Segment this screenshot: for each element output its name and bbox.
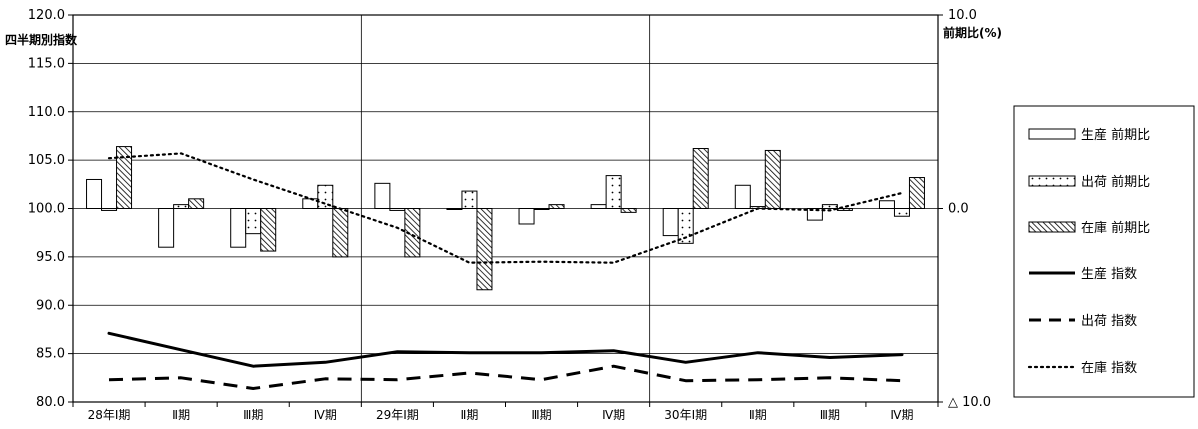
bar-hatch bbox=[620, 208, 637, 213]
bar-hatch bbox=[548, 204, 565, 210]
bar-dots bbox=[821, 204, 838, 210]
bar-dots bbox=[389, 208, 406, 211]
legend-box bbox=[1013, 105, 1195, 398]
x-tick-label: 29年Ⅰ期 bbox=[376, 408, 419, 422]
bar-hatch bbox=[476, 208, 493, 291]
x-tick-label: Ⅳ期 bbox=[602, 408, 625, 422]
bar-dots bbox=[605, 175, 622, 209]
bar-white bbox=[518, 208, 535, 225]
bar-dots bbox=[677, 208, 694, 244]
bar-white bbox=[158, 208, 175, 248]
bar-white bbox=[86, 178, 103, 210]
bar-hatch bbox=[404, 208, 421, 258]
legend-swatch-white bbox=[1028, 128, 1076, 140]
bar-dots bbox=[533, 208, 550, 210]
legend-label: 出荷 指数 bbox=[1081, 314, 1137, 329]
x-tick-label: 30年Ⅰ期 bbox=[664, 408, 707, 422]
x-tick-label: Ⅱ期 bbox=[172, 408, 190, 422]
legend-label: 在庫 指数 bbox=[1081, 361, 1137, 376]
bar-dots bbox=[893, 208, 910, 217]
bar-hatch bbox=[332, 208, 349, 258]
bar-white bbox=[590, 204, 607, 210]
legend-label: 在庫 前期比 bbox=[1081, 220, 1150, 236]
x-tick-label: 28年Ⅰ期 bbox=[88, 408, 131, 422]
y-right-tick-label: 10.0 bbox=[948, 8, 977, 23]
bar-white bbox=[302, 198, 319, 209]
y-left-tick-label: 120.0 bbox=[28, 8, 65, 23]
bar-hatch bbox=[188, 198, 205, 209]
x-tick-label: Ⅲ期 bbox=[820, 408, 840, 422]
y-right-axis-title: 前期比(%) bbox=[943, 25, 1002, 40]
bar-white bbox=[446, 208, 463, 210]
y-left-tick-label: 85.0 bbox=[36, 347, 65, 362]
y-left-tick-label: 115.0 bbox=[28, 56, 65, 71]
y-left-tick-label: 90.0 bbox=[36, 298, 65, 313]
x-tick-label: Ⅱ期 bbox=[749, 408, 767, 422]
line-group bbox=[107, 152, 904, 390]
x-tick-label: Ⅲ期 bbox=[243, 408, 263, 422]
y-left-tick-label: 100.0 bbox=[28, 202, 65, 217]
bar-dots bbox=[173, 204, 190, 210]
y-right-axis: 10.0 0.0 △ 10.0 bbox=[938, 8, 991, 410]
y-left-axis-title: 四半期別指数 bbox=[5, 32, 78, 47]
legend-swatch-dots bbox=[1028, 175, 1076, 187]
legend-swatch-hatch bbox=[1028, 221, 1076, 233]
bar-hatch bbox=[692, 148, 709, 209]
bar-white bbox=[806, 208, 823, 221]
bar-white bbox=[662, 208, 679, 237]
bar-hatch bbox=[908, 177, 925, 209]
legend-label: 出荷 前期比 bbox=[1081, 174, 1150, 190]
y-right-tick-label: △ 10.0 bbox=[948, 395, 991, 410]
legend-label: 生産 前期比 bbox=[1081, 127, 1150, 143]
line-series-dashed bbox=[108, 364, 903, 390]
y-left-tick-label: 80.0 bbox=[36, 395, 65, 410]
bar-dots bbox=[101, 208, 118, 211]
bar-group bbox=[86, 146, 925, 291]
bar-hatch bbox=[260, 208, 277, 252]
y-left-tick-label: 95.0 bbox=[36, 250, 65, 265]
bar-hatch bbox=[836, 208, 853, 211]
bar-hatch bbox=[764, 149, 781, 209]
x-axis: 28年Ⅰ期 Ⅱ期 Ⅲ期 Ⅳ期 29年Ⅰ期 Ⅱ期 Ⅲ期 Ⅳ期 30年Ⅰ期 Ⅱ期 Ⅲ期 Ⅳ期 bbox=[72, 402, 939, 422]
bar-white bbox=[230, 208, 247, 248]
legend-label: 生産 指数 bbox=[1081, 266, 1137, 282]
line-series-dotted bbox=[107, 152, 904, 264]
bar-white bbox=[734, 184, 751, 209]
bar-dots bbox=[461, 190, 478, 210]
bar-white bbox=[374, 182, 391, 210]
bar-dots bbox=[245, 208, 262, 235]
x-tick-label: Ⅳ期 bbox=[890, 408, 913, 422]
y-left-axis: 80.0 85.0 90.0 95.0 100.0 105.0 110.0 115.0 120.… bbox=[28, 8, 73, 410]
y-left-tick-label: 105.0 bbox=[28, 153, 65, 168]
y-right-tick-label: 0.0 bbox=[948, 202, 969, 217]
y-left-tick-label: 110.0 bbox=[28, 105, 65, 120]
x-tick-label: Ⅳ期 bbox=[314, 408, 337, 422]
line-series-solid bbox=[107, 331, 904, 368]
bar-hatch bbox=[116, 146, 133, 209]
bar-white bbox=[878, 200, 895, 209]
x-tick-label: Ⅲ期 bbox=[531, 408, 551, 422]
x-tick-label: Ⅱ期 bbox=[460, 408, 478, 422]
